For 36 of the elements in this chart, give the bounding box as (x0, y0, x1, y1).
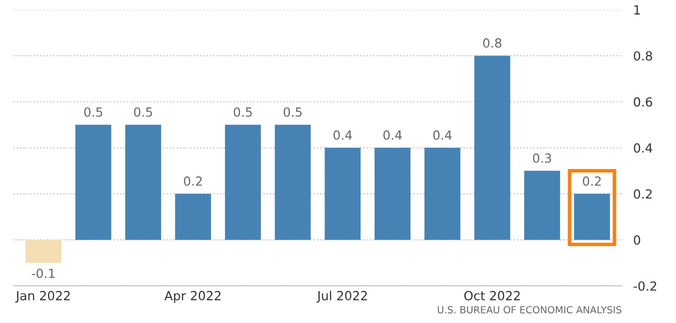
bar (424, 148, 460, 240)
data-label: 0.2 (582, 176, 601, 186)
data-label: 0.8 (483, 38, 502, 48)
bar (25, 240, 62, 263)
data-label: -0.1 (32, 268, 54, 278)
bar (224, 124, 261, 240)
y-tick-label: 1 (634, 5, 640, 14)
data-label: 0.2 (184, 176, 202, 186)
x-tick-label: Apr 2022 (164, 290, 220, 303)
bar (175, 194, 211, 240)
bar (574, 194, 610, 240)
data-label: 0.4 (334, 130, 352, 140)
bar (75, 124, 112, 240)
x-tick-label: Oct 2022 (464, 290, 520, 300)
data-label: 0.5 (134, 107, 152, 117)
bar (324, 148, 361, 240)
bar (274, 124, 311, 240)
x-tick-label: Jan 2022 (15, 290, 70, 303)
y-tick-label: 0.8 (634, 51, 652, 61)
y-tick-label: 0.2 (634, 189, 652, 199)
data-label: 0.5 (284, 107, 302, 117)
bar (374, 148, 410, 240)
y-tick-label: 0.4 (634, 143, 652, 153)
bar (524, 170, 560, 240)
y-tick-label: 0.6 (634, 97, 652, 107)
data-label: 0.3 (533, 153, 552, 163)
x-tick-label: Jul 2022 (316, 290, 367, 303)
bar (125, 124, 162, 240)
bar (474, 56, 510, 240)
data-label: 0.4 (383, 130, 402, 140)
y-tick-label: 0 (634, 235, 640, 245)
data-label: 0.5 (84, 107, 102, 117)
text: U.S. BUREAU OF ECONOMIC ANALYSIS (438, 306, 622, 314)
data-label: 0.4 (433, 130, 452, 140)
data-label: 0.5 (234, 107, 252, 117)
y-tick-label: -0.2 (634, 281, 656, 291)
